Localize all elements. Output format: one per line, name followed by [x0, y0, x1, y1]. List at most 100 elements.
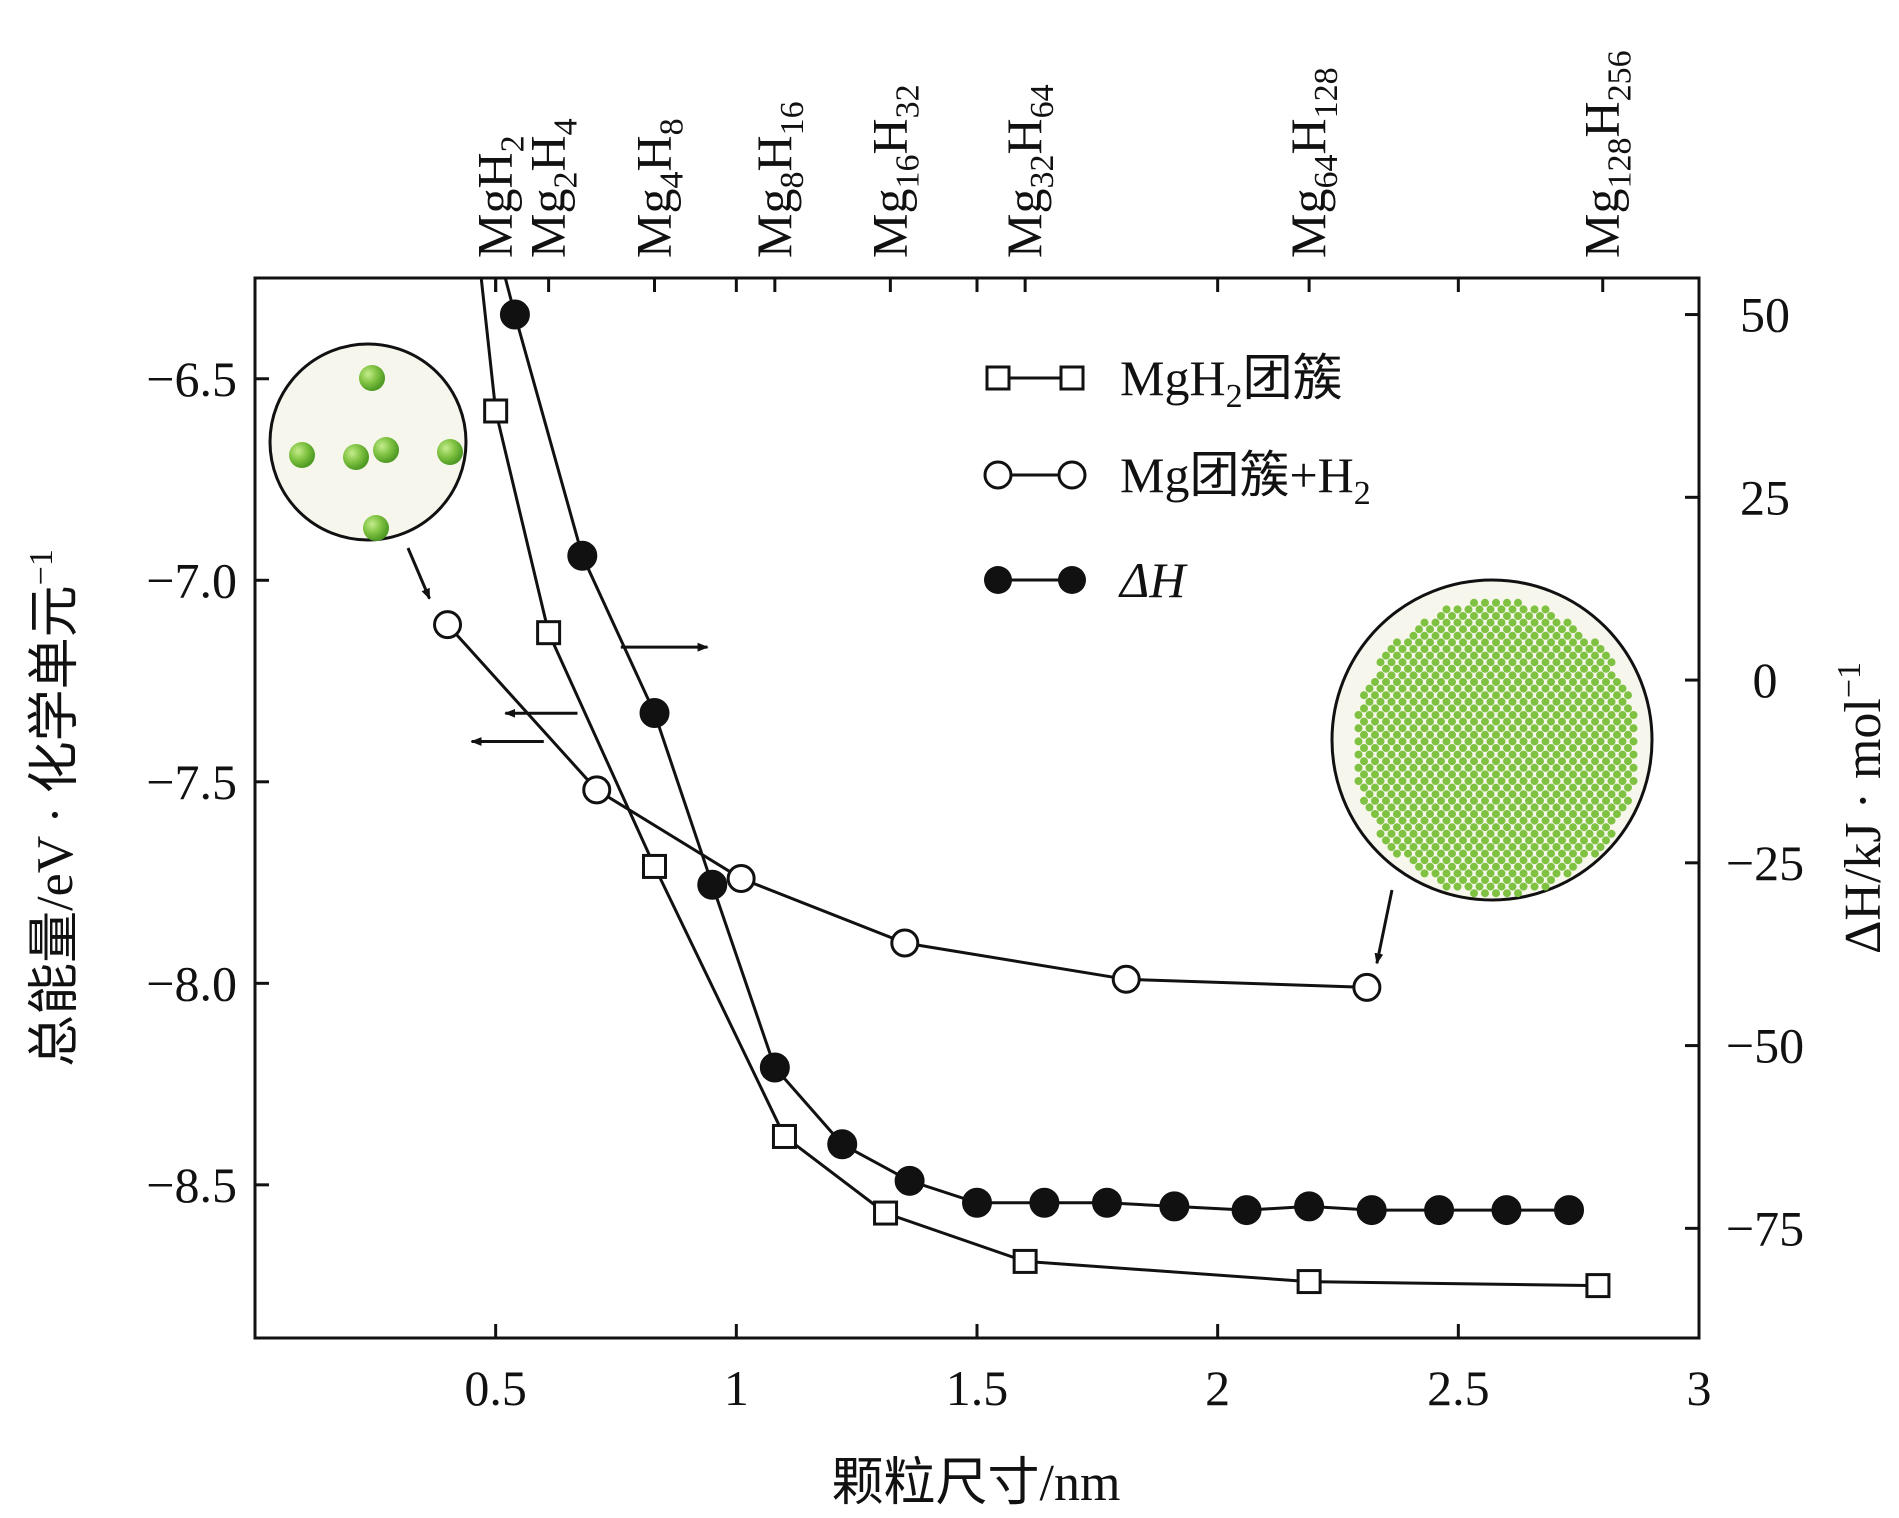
- atom: [1426, 783, 1434, 792]
- atom: [1563, 869, 1572, 878]
- atom: [1503, 783, 1511, 792]
- atom: [1497, 750, 1506, 759]
- atom: [1481, 598, 1489, 607]
- atom: [1602, 678, 1610, 686]
- atom: [1431, 724, 1440, 733]
- atom: [1585, 843, 1594, 851]
- atom: [1448, 876, 1456, 884]
- atom: [1530, 777, 1539, 785]
- atom: [1442, 777, 1451, 785]
- atom: [1530, 856, 1539, 865]
- atom: [1481, 796, 1489, 805]
- atom: [1481, 770, 1489, 779]
- atom: [1387, 671, 1396, 680]
- atom: [1481, 638, 1489, 647]
- atom: [1393, 664, 1401, 673]
- atom: [1585, 724, 1594, 733]
- atom: [1393, 783, 1401, 792]
- inset-large-cluster: [1330, 578, 1654, 902]
- atom: [1437, 757, 1445, 766]
- atom: [1393, 651, 1401, 660]
- atom: [1492, 823, 1500, 832]
- atom: [1431, 711, 1440, 719]
- atom: [1508, 724, 1517, 733]
- atom: [1497, 645, 1506, 653]
- atom: [1552, 843, 1561, 851]
- atom: [1497, 777, 1506, 785]
- atom: [1481, 810, 1489, 818]
- point-delta-h: [894, 1165, 925, 1196]
- atom: [1475, 711, 1484, 719]
- atom: [1547, 691, 1555, 700]
- atom: [1459, 651, 1467, 660]
- atom: [1530, 869, 1539, 878]
- atom: [1475, 671, 1484, 680]
- point-mg-cluster-h2: [582, 775, 612, 805]
- atom: [1415, 678, 1423, 686]
- atom: [1398, 724, 1407, 733]
- atom: [1536, 730, 1544, 739]
- atom: [1492, 704, 1500, 713]
- atom: [1613, 691, 1621, 700]
- atom: [1464, 697, 1473, 706]
- point-mgh2-cluster: [1012, 1248, 1038, 1274]
- atom: [1497, 829, 1506, 838]
- atom: [1470, 757, 1478, 766]
- atom: [1508, 618, 1517, 627]
- atom: [1371, 730, 1379, 739]
- atom: [1552, 684, 1561, 693]
- atom: [1448, 744, 1456, 752]
- atom: [1481, 876, 1489, 884]
- atom: [1492, 889, 1500, 898]
- atom: [1486, 777, 1495, 785]
- atom: [1409, 671, 1418, 680]
- atom: [1409, 816, 1418, 825]
- atom: [1409, 843, 1418, 851]
- atom: [1354, 750, 1363, 759]
- atom: [1486, 737, 1495, 746]
- atom: [1475, 882, 1484, 891]
- atom: [1541, 750, 1550, 759]
- atom: [1514, 836, 1522, 845]
- atom: [1404, 651, 1412, 660]
- atom: [1591, 638, 1599, 647]
- point-mg-cluster-h2: [1352, 972, 1382, 1002]
- atom: [1393, 744, 1401, 752]
- atom: [1519, 618, 1528, 627]
- atom: [1519, 829, 1528, 838]
- atom: [1448, 862, 1456, 871]
- atom: [1503, 678, 1511, 686]
- point-delta-h: [1554, 1195, 1585, 1226]
- atom: [1602, 704, 1610, 713]
- atom: [1442, 645, 1451, 653]
- point-delta-h: [1491, 1195, 1522, 1226]
- atom: [1382, 810, 1390, 818]
- atom: [1525, 849, 1533, 858]
- atom: [1591, 678, 1599, 686]
- atom: [1415, 823, 1423, 832]
- atom: [1530, 711, 1539, 719]
- point-delta-h: [759, 1052, 790, 1083]
- point-delta-h: [639, 697, 670, 728]
- atom: [1420, 697, 1429, 706]
- atom: [1360, 717, 1368, 726]
- atom: [1569, 638, 1577, 647]
- atom: [1453, 671, 1462, 680]
- atom: [1431, 803, 1440, 812]
- atom: [1470, 849, 1478, 858]
- atom: [1563, 618, 1572, 627]
- atom: [1607, 829, 1616, 838]
- atom: [373, 437, 399, 463]
- atom: [1481, 664, 1489, 673]
- atom: [1580, 810, 1588, 818]
- atom: [1558, 717, 1566, 726]
- atom: [1574, 856, 1583, 865]
- atom: [1393, 638, 1401, 647]
- atom: [1431, 671, 1440, 680]
- atom: [1503, 651, 1511, 660]
- atom: [1415, 704, 1423, 713]
- atom: [1503, 717, 1511, 726]
- atom: [1552, 631, 1561, 640]
- atom: [1536, 744, 1544, 752]
- atom: [1448, 783, 1456, 792]
